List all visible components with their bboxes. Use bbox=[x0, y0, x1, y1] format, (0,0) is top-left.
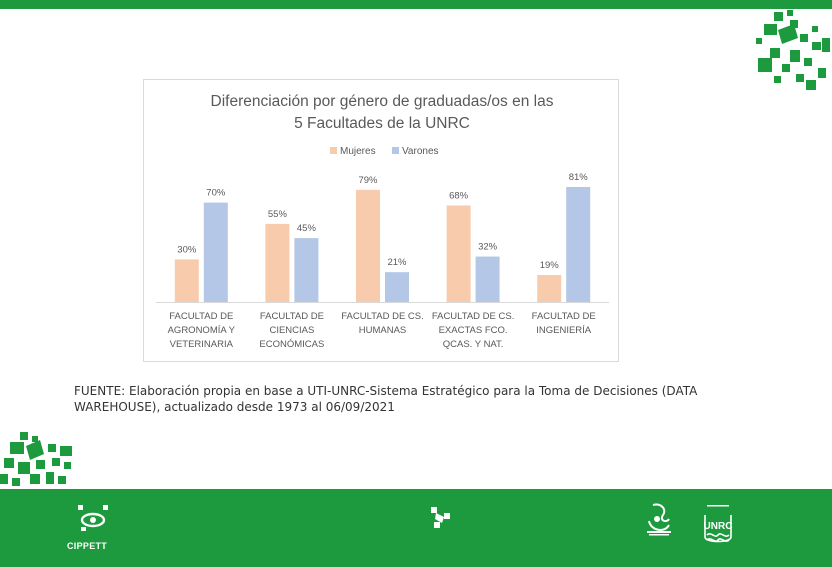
legend-label-varones: Varones bbox=[402, 146, 439, 157]
x-tick-label: FACULTAD DE bbox=[169, 311, 233, 322]
city-emblem-icon bbox=[647, 503, 671, 536]
data-label-varones: 70% bbox=[206, 188, 226, 199]
bar-varones bbox=[385, 272, 409, 302]
cippett-logo-text: CIPPETT bbox=[67, 541, 108, 551]
bar-mujeres bbox=[174, 259, 199, 302]
data-label-mujeres: 79% bbox=[358, 175, 378, 186]
x-tick-label: FACULTAD DE CS. bbox=[432, 311, 515, 322]
x-tick-label: HUMANAS bbox=[359, 325, 407, 336]
legend-swatch-varones bbox=[392, 147, 399, 154]
x-tick-label: FACULTAD DE bbox=[532, 311, 596, 322]
x-tick-label: INGENIERÍA bbox=[536, 325, 592, 336]
bar-mujeres bbox=[446, 205, 471, 302]
x-tick-label: CIENCIAS bbox=[269, 325, 314, 336]
bottom-green-bar bbox=[0, 489, 832, 567]
bar-mujeres bbox=[537, 275, 562, 302]
data-label-varones: 45% bbox=[297, 223, 317, 234]
legend-label-mujeres: Mujeres bbox=[340, 146, 376, 157]
x-tick-label: AGRONOMÍA Y bbox=[168, 325, 236, 336]
x-tick-label: FACULTAD DE bbox=[260, 311, 324, 322]
center-pattern-icon bbox=[431, 507, 450, 528]
legend-swatch-mujeres bbox=[330, 147, 337, 154]
bar-mujeres bbox=[265, 223, 290, 302]
bar-varones bbox=[566, 186, 591, 302]
data-label-varones: 21% bbox=[387, 257, 407, 268]
unrc-logo-icon: UNRC bbox=[704, 505, 733, 543]
x-tick-label: EXACTAS FCO. bbox=[439, 325, 508, 336]
data-label-mujeres: 19% bbox=[540, 260, 560, 271]
unrc-logo-text: UNRC bbox=[704, 521, 733, 532]
decorative-pattern-top-right bbox=[756, 10, 830, 90]
source-note: FUENTE: Elaboración propia en base a UTI… bbox=[74, 384, 698, 414]
bar-varones bbox=[294, 238, 319, 302]
bar-mujeres bbox=[356, 189, 380, 302]
x-tick-label: ECONÓMICAS bbox=[259, 339, 324, 350]
x-tick-label: FACULTAD DE CS. bbox=[341, 311, 424, 322]
chart-title-line: 5 Facultades de la UNRC bbox=[294, 115, 470, 132]
chart-container: Diferenciación por género de graduadas/o… bbox=[143, 79, 619, 362]
bar-varones bbox=[203, 202, 228, 302]
x-tick-label: QCAS. Y NAT. bbox=[443, 339, 504, 350]
bar-chart: Diferenciación por género de graduadas/o… bbox=[156, 93, 609, 350]
data-label-varones: 32% bbox=[478, 242, 498, 253]
bar-varones bbox=[475, 256, 500, 302]
cippett-logo-icon bbox=[78, 505, 108, 531]
x-tick-label: VETERINARIA bbox=[170, 339, 234, 350]
decorative-pattern-bottom-left bbox=[0, 432, 72, 486]
data-label-mujeres: 68% bbox=[449, 190, 469, 201]
data-label-varones: 81% bbox=[569, 172, 589, 183]
top-green-bar bbox=[0, 0, 832, 9]
data-label-mujeres: 30% bbox=[177, 244, 197, 255]
chart-title-line: Diferenciación por género de graduadas/o… bbox=[211, 93, 554, 110]
data-label-mujeres: 55% bbox=[268, 209, 288, 220]
